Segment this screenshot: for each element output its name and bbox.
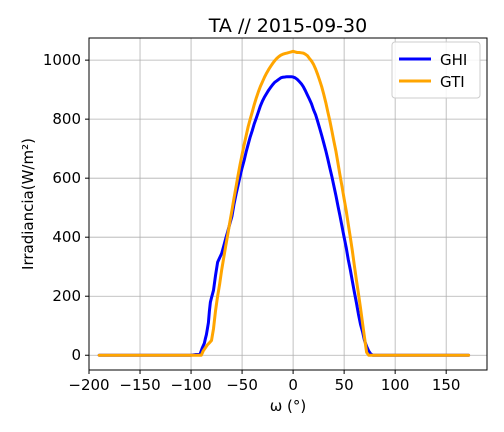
legend-box: [391, 41, 481, 99]
legend[interactable]: GHI GTI: [391, 41, 481, 99]
series-layer: [97, 49, 471, 357]
y-axis: 0 200 400 600 800 1000: [43, 51, 89, 364]
x-axis: −200 −150 −100 −50 0 50 100 150: [68, 370, 460, 394]
legend-label-ghi: GHI: [440, 51, 467, 69]
x-tick-label: −100: [170, 376, 211, 394]
series-line-ghi: [97, 75, 471, 357]
plot-frame: [88, 37, 488, 371]
y-tick-label: 1000: [43, 51, 81, 69]
series-line-gti: [97, 49, 471, 357]
chart-title: TA // 2015-09-30: [208, 15, 367, 37]
legend-label-gti: GTI: [440, 73, 465, 91]
y-tick-label: 400: [52, 228, 81, 246]
y-tick-label: 200: [52, 287, 81, 305]
x-tick-label: −200: [68, 376, 109, 394]
y-axis-label: Irradiancia(W/m²): [19, 138, 37, 270]
y-tick-label: 0: [71, 346, 81, 364]
x-tick-label: 50: [335, 376, 354, 394]
x-tick-label: 100: [381, 376, 410, 394]
x-tick-label: −150: [119, 376, 160, 394]
x-tick-label: 0: [288, 376, 298, 394]
x-axis-label: ω (°): [270, 397, 307, 415]
x-tick-label: 150: [432, 376, 461, 394]
x-tick-label: −50: [226, 376, 258, 394]
y-tick-label: 600: [52, 169, 81, 187]
y-tick-label: 800: [52, 110, 81, 128]
